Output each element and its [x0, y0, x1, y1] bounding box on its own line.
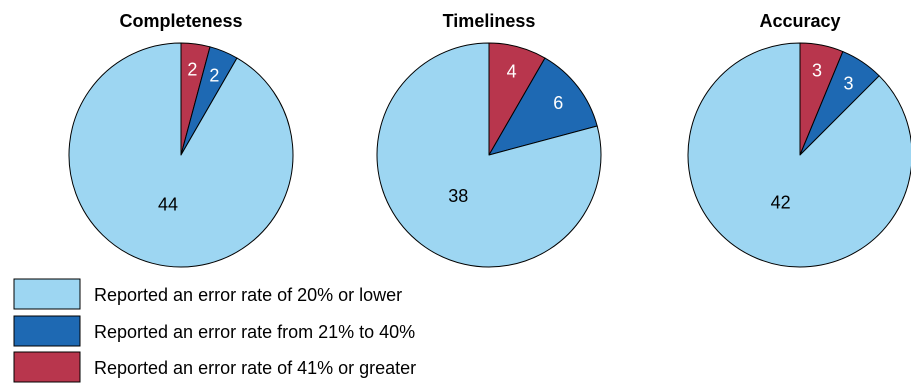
data-label-completeness-low: 44	[158, 195, 178, 215]
legend: Reported an error rate of 20% or lower Re…	[13, 278, 416, 383]
data-label-timeliness-mid: 6	[553, 93, 563, 113]
pie-slice-completeness-low	[68, 42, 294, 268]
data-label-completeness-mid: 2	[209, 65, 219, 85]
legend-swatch-high	[13, 351, 81, 383]
data-label-accuracy-high: 3	[812, 60, 822, 80]
legend-swatch-mid	[13, 315, 81, 347]
data-label-accuracy-mid: 3	[843, 73, 853, 93]
pie-accuracy: 3 3 42	[687, 42, 911, 268]
pie-slice-timeliness-low	[376, 42, 602, 268]
legend-label-high: Reported an error rate of 41% or greater	[94, 358, 416, 378]
chart-title-accuracy: Accuracy	[759, 11, 840, 31]
chart-title-completeness: Completeness	[119, 11, 242, 31]
pie-slice-timeliness-mid	[488, 57, 598, 156]
chart-title-timeliness: Timeliness	[443, 11, 536, 31]
data-label-timeliness-high: 4	[507, 62, 517, 82]
data-label-timeliness-low: 38	[448, 186, 468, 206]
legend-label-low: Reported an error rate of 20% or lower	[94, 285, 402, 305]
pie-completeness: 2 2 44	[68, 42, 294, 268]
data-label-completeness-high: 2	[187, 59, 197, 79]
pie-timeliness: 4 6 38	[376, 42, 602, 268]
legend-swatch-low	[13, 278, 81, 310]
legend-label-mid: Reported an error rate from 21% to 40%	[94, 322, 415, 342]
pie-slice-accuracy-low	[687, 42, 911, 268]
data-label-accuracy-low: 42	[771, 193, 791, 213]
